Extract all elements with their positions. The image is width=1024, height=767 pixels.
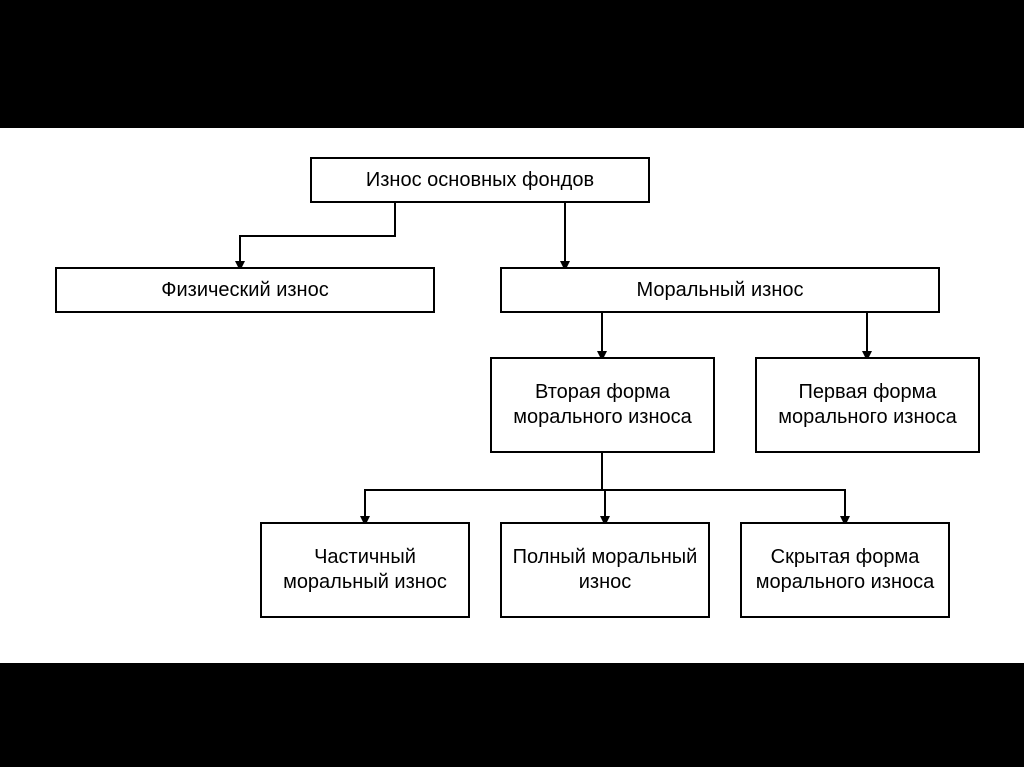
node-moral: Моральный износ [500,267,940,313]
node-part-label: Частичный моральный износ [272,545,458,595]
node-full: Полный моральный износ [500,522,710,618]
node-full-label: Полный моральный износ [512,545,698,595]
node-root-label: Износ основных фондов [366,168,594,193]
node-moral-label: Моральный износ [636,278,803,303]
node-hidden: Скрытая форма морального износа [740,522,950,618]
diagram-canvas: Износ основных фондов Физический износ Мор… [0,0,1024,767]
node-form1: Первая форма морального износа [755,357,980,453]
node-form1-label: Первая форма морального износа [767,380,968,430]
node-part: Частичный моральный износ [260,522,470,618]
node-hidden-label: Скрытая форма морального износа [752,545,938,595]
node-phys: Физический износ [55,267,435,313]
node-phys-label: Физический износ [161,278,328,303]
node-root: Износ основных фондов [310,157,650,203]
node-form2: Вторая форма морального износа [490,357,715,453]
node-form2-label: Вторая форма морального износа [502,380,703,430]
